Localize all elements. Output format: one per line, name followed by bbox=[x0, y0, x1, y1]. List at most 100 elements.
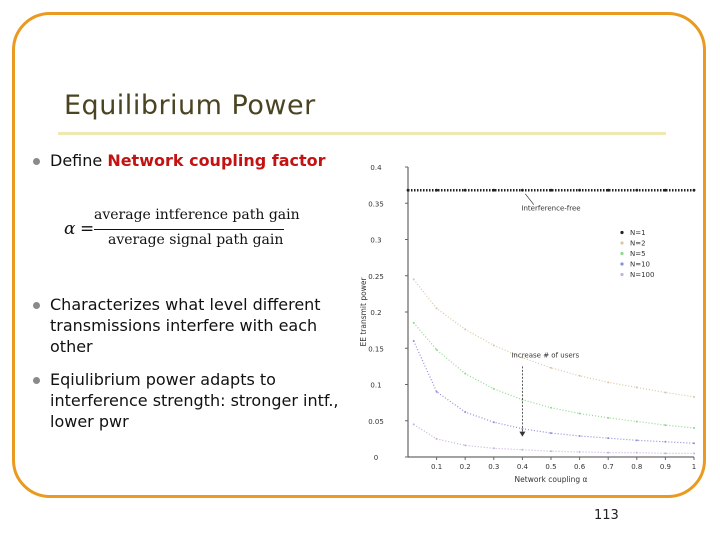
x-tick-label-2: 0.3 bbox=[488, 463, 499, 471]
series-0-point-2 bbox=[463, 188, 467, 192]
series-2-point-6 bbox=[578, 412, 581, 415]
series-1-point-4 bbox=[521, 356, 524, 359]
series-0-point-4 bbox=[521, 188, 524, 192]
x-tick-label-7: 0.8 bbox=[631, 463, 642, 471]
legend-marker-1 bbox=[620, 241, 624, 245]
series-0-point-1 bbox=[435, 188, 438, 192]
annotation-top-pointer bbox=[524, 193, 535, 205]
title-underline bbox=[58, 132, 666, 135]
series-line-4 bbox=[413, 423, 694, 454]
series-0-point-7 bbox=[606, 188, 610, 192]
legend-marker-3 bbox=[620, 262, 624, 266]
series-4-point-3 bbox=[492, 447, 495, 450]
series-2-point-0 bbox=[412, 321, 415, 324]
series-4-point-2 bbox=[464, 444, 467, 447]
series-1-point-7 bbox=[607, 381, 610, 384]
series-2-point-10 bbox=[693, 427, 695, 429]
slide-frame bbox=[12, 12, 706, 498]
formula-alpha: α bbox=[64, 219, 76, 239]
series-2-point-1 bbox=[435, 348, 438, 351]
series-0-point-10 bbox=[692, 188, 696, 192]
series-1-point-3 bbox=[492, 344, 495, 347]
bullet-dot-3 bbox=[33, 377, 40, 384]
bullet-equilibrium: Eqiulibrium power adapts to interference… bbox=[50, 370, 339, 431]
y-tick-label-6: 0.3 bbox=[370, 237, 381, 245]
legend-label-1: N=2 bbox=[630, 240, 646, 248]
series-4-point-7 bbox=[607, 451, 610, 454]
series-3-point-8 bbox=[635, 439, 638, 442]
series-4-point-10 bbox=[693, 452, 695, 455]
annotation-arrow-head bbox=[519, 431, 526, 437]
formula-equals: = bbox=[80, 219, 95, 239]
bullet-define: Define Network coupling factor bbox=[50, 150, 326, 171]
page-number: 113 bbox=[594, 508, 619, 523]
series-1-point-0 bbox=[412, 278, 415, 281]
legend-marker-4 bbox=[620, 272, 624, 277]
series-3-point-3 bbox=[492, 421, 495, 424]
series-0-point-8 bbox=[635, 188, 639, 192]
formula-numerator: average intference path gain bbox=[94, 207, 300, 223]
series-2-point-8 bbox=[635, 420, 638, 423]
series-4-point-5 bbox=[550, 450, 552, 453]
series-3-point-9 bbox=[664, 440, 667, 443]
series-1-point-1 bbox=[435, 307, 438, 310]
series-2-point-9 bbox=[664, 424, 667, 427]
x-tick-label-3: 0.4 bbox=[517, 463, 529, 471]
series-3-point-5 bbox=[550, 432, 552, 435]
series-line-2 bbox=[413, 322, 695, 429]
slide-title: Equilibrium Power bbox=[64, 90, 316, 121]
x-axis-label: Network coupling α bbox=[515, 475, 588, 484]
series-0-point-9 bbox=[664, 188, 667, 192]
network-coupling-highlight: Network coupling factor bbox=[107, 151, 326, 170]
y-tick-label-2: 0.1 bbox=[370, 382, 381, 390]
bullet-dot-1 bbox=[33, 158, 40, 165]
series-0-point-5 bbox=[549, 188, 553, 192]
series-1-point-2 bbox=[464, 328, 467, 331]
bullet-dot-2 bbox=[33, 302, 40, 309]
series-4-point-8 bbox=[635, 451, 638, 454]
legend-marker-2 bbox=[620, 251, 624, 256]
annotation-increase-users: Increase # of users bbox=[511, 352, 579, 360]
formula-denominator: average signal path gain bbox=[108, 232, 284, 248]
legend-label-3: N=10 bbox=[630, 261, 650, 269]
x-tick-label-8: 0.9 bbox=[660, 463, 671, 471]
formula-fraction-bar bbox=[94, 229, 284, 230]
series-1-point-9 bbox=[664, 391, 667, 394]
series-0-point-3 bbox=[492, 188, 496, 192]
series-0-point-0 bbox=[406, 188, 410, 192]
series-2-point-7 bbox=[607, 416, 610, 419]
y-tick-label-1: 0.05 bbox=[368, 418, 384, 426]
series-3-point-10 bbox=[693, 442, 695, 445]
series-1-point-6 bbox=[578, 374, 581, 377]
series-2-point-3 bbox=[492, 387, 495, 390]
x-tick-label-0: 0.1 bbox=[431, 463, 442, 471]
series-2-point-2 bbox=[464, 372, 467, 375]
y-tick-label-5: 0.25 bbox=[368, 273, 384, 281]
y-tick-label-7: 0.35 bbox=[368, 200, 384, 208]
series-4-point-4 bbox=[521, 448, 524, 451]
y-tick-label-3: 0.15 bbox=[368, 345, 384, 353]
series-3-point-1 bbox=[435, 390, 438, 393]
series-4-point-1 bbox=[435, 437, 438, 440]
bullet-characterizes: Characterizes what level different trans… bbox=[50, 295, 321, 356]
x-tick-label-6: 0.7 bbox=[603, 463, 614, 471]
series-line-1 bbox=[413, 279, 695, 398]
x-tick-label-1: 0.2 bbox=[460, 463, 471, 471]
legend-label-0: N=1 bbox=[630, 229, 646, 237]
series-3-point-0 bbox=[412, 340, 415, 342]
y-tick-label-4: 0.2 bbox=[370, 309, 381, 317]
series-4-point-6 bbox=[578, 450, 581, 453]
x-tick-label-5: 0.6 bbox=[574, 463, 586, 471]
series-3-point-7 bbox=[607, 437, 610, 440]
series-4-point-9 bbox=[664, 452, 667, 455]
y-axis-label: EE transmit power bbox=[359, 277, 368, 347]
legend-marker-0 bbox=[620, 230, 624, 235]
series-4-point-0 bbox=[412, 423, 415, 426]
series-0-point-6 bbox=[578, 188, 581, 192]
series-1-point-5 bbox=[550, 366, 552, 369]
power-vs-coupling-chart: 0 0.05 0.1 0.15 0.2 0.25 0.3 0.35 0.4 0.1 0.2 0.3 0.… bbox=[359, 164, 696, 484]
x-tick-label-4: 0.5 bbox=[545, 463, 556, 471]
y-tick-label-0: 0 bbox=[374, 454, 378, 462]
series-3-point-6 bbox=[578, 434, 581, 437]
legend-label-2: N=5 bbox=[630, 250, 646, 258]
